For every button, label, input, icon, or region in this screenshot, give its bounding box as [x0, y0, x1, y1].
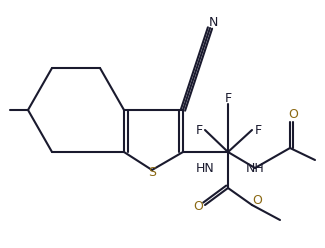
Text: O: O: [288, 109, 298, 122]
Text: O: O: [252, 194, 262, 208]
Text: S: S: [148, 165, 156, 179]
Text: HN: HN: [196, 161, 215, 175]
Text: N: N: [208, 15, 218, 29]
Text: F: F: [254, 124, 262, 136]
Text: F: F: [225, 92, 231, 104]
Text: F: F: [195, 124, 202, 136]
Text: O: O: [193, 200, 203, 214]
Text: NH: NH: [246, 161, 264, 175]
